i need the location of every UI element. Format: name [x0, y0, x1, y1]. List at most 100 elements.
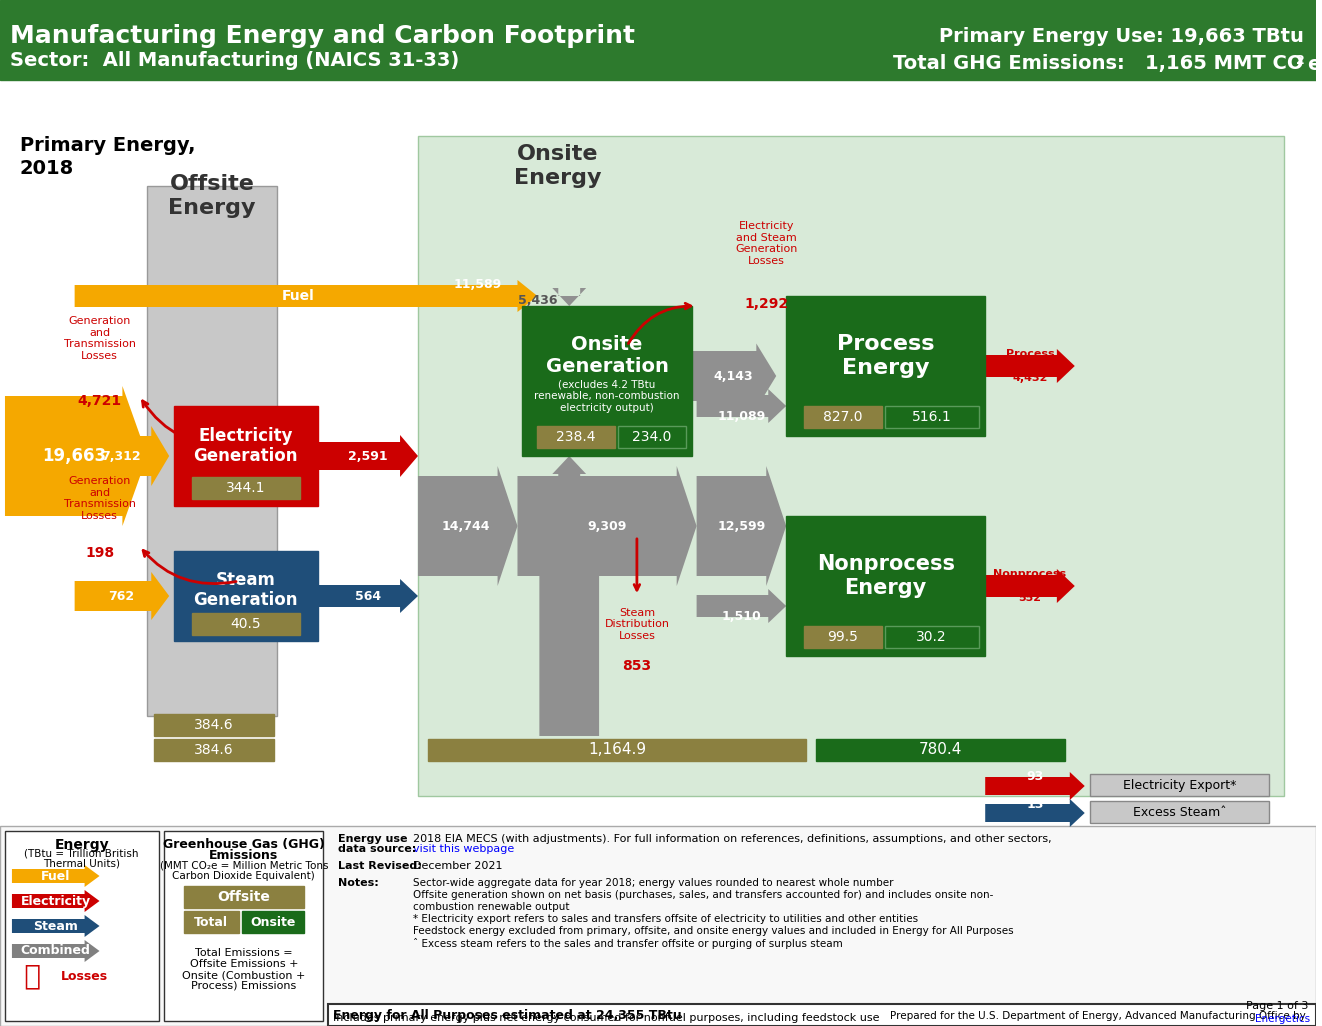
Polygon shape [985, 772, 1085, 800]
Text: 93: 93 [1026, 770, 1043, 783]
Text: 1,164.9: 1,164.9 [588, 743, 646, 757]
Text: 853: 853 [623, 659, 652, 673]
Text: Electricity
Generation: Electricity Generation [193, 427, 297, 466]
Text: Steam
Generation: Steam Generation [193, 570, 297, 609]
Text: 564: 564 [356, 590, 381, 602]
Text: Sector-wide aggregate data for year 2018; energy values rounded to nearest whole: Sector-wide aggregate data for year 2018… [412, 878, 894, 887]
FancyBboxPatch shape [816, 739, 1064, 761]
Text: Offsite Emissions +: Offsite Emissions + [189, 959, 297, 969]
Text: Nonprocess
Losses
552: Nonprocess Losses 552 [993, 569, 1067, 602]
FancyBboxPatch shape [617, 426, 686, 448]
Text: 198: 198 [85, 546, 114, 560]
FancyBboxPatch shape [537, 426, 615, 448]
Polygon shape [418, 466, 517, 586]
Text: 11,089: 11,089 [718, 409, 765, 423]
Polygon shape [74, 573, 169, 620]
FancyBboxPatch shape [328, 1004, 1315, 1026]
Polygon shape [319, 579, 418, 613]
Text: 2018 EIA MECS (with adjustments). For full information on references, definition: 2018 EIA MECS (with adjustments). For fu… [412, 834, 1051, 844]
Text: Onsite
Energy: Onsite Energy [513, 144, 602, 189]
Text: Primary Energy,
2018: Primary Energy, 2018 [20, 136, 196, 179]
Text: 1,292: 1,292 [744, 297, 788, 311]
Text: Electricity
and Steam
Generation
Losses: Electricity and Steam Generation Losses [735, 222, 797, 266]
Polygon shape [985, 569, 1075, 603]
Text: Excess Steamˆ: Excess Steamˆ [1133, 805, 1225, 819]
Text: Energy use: Energy use [338, 834, 408, 844]
FancyBboxPatch shape [522, 306, 691, 456]
Text: Steam
Distribution
Losses: Steam Distribution Losses [604, 607, 669, 641]
Text: Fuel: Fuel [41, 869, 70, 882]
FancyBboxPatch shape [175, 551, 319, 641]
FancyBboxPatch shape [192, 613, 300, 635]
Text: Includes primary energy plus net energy consumed for nonfuel purposes, including: Includes primary energy plus net energy … [333, 1013, 880, 1023]
Polygon shape [529, 526, 609, 736]
Text: Electricity Export*: Electricity Export* [1122, 779, 1236, 791]
Text: 7,312: 7,312 [102, 449, 141, 463]
Text: visit this webpage: visit this webpage [412, 844, 514, 854]
Polygon shape [12, 940, 99, 962]
Text: 2: 2 [1296, 54, 1305, 67]
Text: 780.4: 780.4 [919, 743, 962, 757]
Text: 4,143: 4,143 [714, 369, 754, 383]
Text: Energy: Energy [54, 838, 108, 852]
Text: ⤷: ⤷ [21, 962, 38, 990]
Text: (MMT CO₂e = Million Metric Tons: (MMT CO₂e = Million Metric Tons [160, 861, 328, 871]
Text: Energetics: Energetics [1255, 1014, 1310, 1024]
Polygon shape [319, 435, 418, 477]
Text: Prepared for the U.S. Department of Energy, Advanced Manufacturing Office by: Prepared for the U.S. Department of Ener… [890, 1011, 1309, 1021]
Text: Nonprocess
Energy: Nonprocess Energy [817, 554, 954, 597]
Text: (excludes 4.2 TBtu
renewable, non-combustion
electricity output): (excludes 4.2 TBtu renewable, non-combus… [534, 380, 680, 412]
Polygon shape [74, 280, 537, 312]
Text: 4,721: 4,721 [78, 394, 122, 408]
FancyBboxPatch shape [884, 626, 980, 648]
Text: Offsite
Energy: Offsite Energy [168, 173, 255, 219]
Polygon shape [12, 915, 99, 937]
FancyBboxPatch shape [1089, 801, 1269, 823]
Text: Notes:: Notes: [338, 878, 379, 887]
Text: Thermal Units): Thermal Units) [44, 858, 120, 868]
FancyBboxPatch shape [0, 0, 1315, 80]
Text: Energy for All Purposes estimated at 24,355 TBtu: Energy for All Purposes estimated at 24,… [333, 1009, 682, 1022]
FancyBboxPatch shape [175, 406, 319, 506]
Text: Offsite generation shown on net basis (purchases, sales, and transfers accounted: Offsite generation shown on net basis (p… [412, 890, 993, 900]
Text: (TBtu = Trillion British: (TBtu = Trillion British [24, 849, 139, 859]
Text: 40.5: 40.5 [230, 617, 262, 631]
Text: 344.1: 344.1 [226, 481, 266, 495]
Polygon shape [74, 426, 169, 486]
FancyBboxPatch shape [787, 295, 985, 436]
Text: Combined: Combined [21, 945, 91, 957]
Text: Primary Energy Use: 19,663 TBtu: Primary Energy Use: 19,663 TBtu [939, 27, 1303, 45]
FancyBboxPatch shape [192, 477, 300, 499]
FancyBboxPatch shape [5, 831, 159, 1021]
Text: 384.6: 384.6 [194, 718, 234, 732]
Polygon shape [5, 386, 147, 526]
Text: 11,589: 11,589 [453, 277, 502, 290]
Text: ˆ Excess steam refers to the sales and transfer offsite or purging of surplus st: ˆ Excess steam refers to the sales and t… [412, 938, 842, 949]
Text: 2,591: 2,591 [349, 449, 389, 463]
FancyBboxPatch shape [787, 516, 985, 656]
Text: Process) Emissions: Process) Emissions [192, 981, 296, 991]
Text: data source:: data source: [338, 844, 416, 854]
FancyBboxPatch shape [155, 739, 274, 761]
Text: Onsite: Onsite [250, 915, 295, 929]
Text: Generation
and
Transmission
Losses: Generation and Transmission Losses [63, 476, 136, 521]
Text: 238.4: 238.4 [557, 430, 596, 444]
Polygon shape [12, 890, 99, 912]
Text: 30.2: 30.2 [916, 630, 947, 644]
Text: 13: 13 [1026, 797, 1043, 811]
Polygon shape [12, 865, 99, 887]
FancyBboxPatch shape [155, 714, 274, 736]
Text: 762: 762 [108, 590, 135, 602]
Text: Carbon Dioxide Equivalent): Carbon Dioxide Equivalent) [172, 871, 315, 881]
FancyBboxPatch shape [242, 911, 304, 933]
Polygon shape [553, 456, 586, 526]
Text: Last Revised:: Last Revised: [338, 861, 422, 871]
Text: 384.6: 384.6 [194, 743, 234, 757]
Text: 19,663: 19,663 [42, 447, 107, 465]
FancyBboxPatch shape [804, 626, 882, 648]
FancyBboxPatch shape [804, 406, 882, 428]
Polygon shape [697, 466, 787, 586]
Text: 12,599: 12,599 [718, 519, 765, 532]
Polygon shape [697, 389, 787, 423]
Text: Losses: Losses [61, 970, 108, 983]
